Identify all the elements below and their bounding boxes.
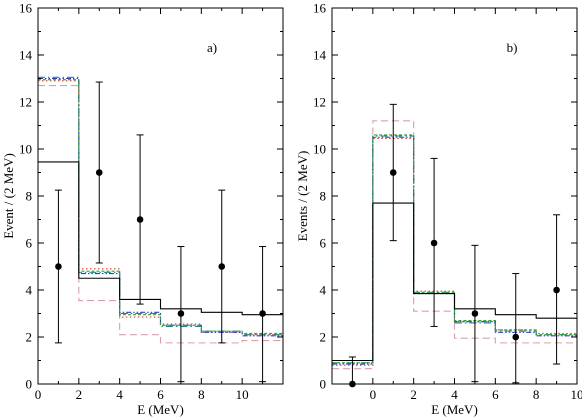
data-point [430, 239, 438, 247]
step-series-dense [38, 79, 283, 335]
y-tick-label: 12 [313, 95, 326, 110]
data-point [389, 169, 397, 176]
data-point [95, 169, 103, 176]
step-series-dotted [332, 137, 577, 366]
y-tick-label: 14 [313, 48, 327, 63]
y-axis-label: Event / (2 MeV) [1, 153, 16, 239]
chart-panel-b: 0 2 4 6 8 10 0 2 4 6 8 10 12 14 16 E (MeV) Events / (2 M… [295, 1, 582, 418]
x-tick-label: 8 [533, 387, 540, 402]
data-point [218, 263, 226, 270]
y-tick-label: 10 [313, 142, 326, 157]
y-tick-label: 16 [313, 1, 327, 16]
y-tick-label: 10 [19, 142, 32, 157]
x-tick-label: 6 [492, 387, 499, 402]
x-tick-label: 0 [370, 387, 377, 402]
y-tick-label: 2 [26, 330, 33, 345]
y-tick-label: 16 [19, 1, 33, 16]
y-tick-label: 2 [320, 330, 327, 345]
y-axis-label: Events / (2 MeV) [295, 151, 310, 242]
y-tick-label: 6 [320, 236, 327, 251]
data-point [177, 310, 185, 317]
data-point [553, 286, 560, 294]
step-series-dashdot2 [332, 136, 577, 365]
step-series-dashed [38, 85, 283, 344]
chart-panel-a: 0 2 4 6 8 10 0 2 4 6 8 10 12 14 16 E (MeV) Event / (2 Me… [1, 1, 284, 417]
data-point [259, 310, 266, 317]
x-tick-label: 6 [157, 387, 164, 402]
y-tick-label: 14 [19, 48, 33, 63]
x-tick-label: 4 [451, 387, 458, 402]
y-tick-label: 12 [19, 95, 32, 110]
step-series-dotted [38, 80, 283, 336]
data-point [136, 216, 144, 223]
step-series-dashed [332, 120, 577, 370]
y-tick-label: 8 [320, 189, 327, 204]
x-axis-label: E (MeV) [431, 402, 478, 417]
data-point [55, 263, 62, 270]
data-point [512, 333, 520, 341]
x-axis-label: E (MeV) [137, 402, 184, 417]
step-series-dashdot [38, 76, 283, 336]
x-tick-label: 0 [35, 387, 42, 402]
x-tick-label: 8 [198, 387, 205, 402]
x-tick-label: 10 [571, 387, 582, 402]
y-tick-label: 8 [26, 189, 33, 204]
step-series-dashdot [332, 135, 577, 364]
data-point [471, 310, 479, 317]
y-tick-label: 4 [26, 283, 33, 298]
x-tick-label: 2 [410, 387, 417, 402]
panel-label: b) [507, 40, 518, 55]
y-tick-label: 6 [26, 236, 33, 251]
x-tick-label: 4 [116, 387, 123, 402]
x-tick-label: 10 [236, 387, 249, 402]
panel-label: a) [207, 40, 217, 55]
y-tick-label: 4 [320, 283, 327, 298]
y-tick-label: 0 [26, 377, 33, 392]
x-tick-label: 2 [76, 387, 83, 402]
step-series-dashdot2 [38, 77, 283, 337]
plot-frame [37, 7, 284, 385]
step-series-solid [332, 202, 577, 362]
step-series-solid [38, 161, 283, 316]
y-tick-label: 0 [320, 377, 327, 392]
